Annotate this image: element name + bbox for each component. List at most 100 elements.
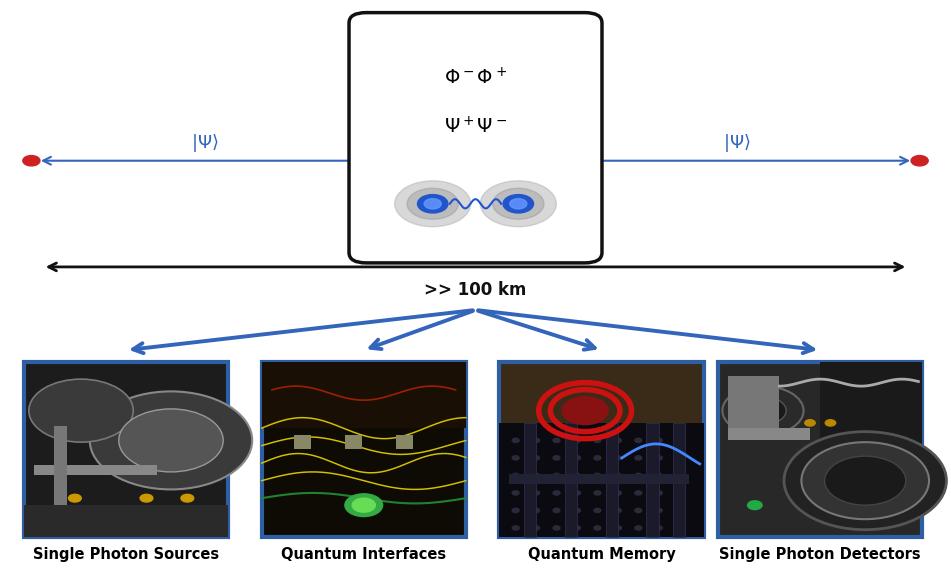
Circle shape — [345, 494, 382, 517]
Circle shape — [573, 526, 580, 530]
Bar — [294, 435, 311, 449]
Circle shape — [553, 474, 560, 478]
Circle shape — [594, 491, 601, 495]
Circle shape — [802, 442, 929, 519]
Text: Single Photon Sources: Single Photon Sources — [33, 547, 219, 562]
Circle shape — [573, 474, 580, 478]
Text: $|\Psi\rangle$: $|\Psi\rangle$ — [723, 133, 751, 154]
Bar — [673, 423, 686, 537]
Bar — [820, 362, 922, 449]
Circle shape — [676, 439, 683, 443]
FancyBboxPatch shape — [349, 13, 602, 263]
Circle shape — [29, 379, 133, 442]
Text: $\Psi^+\Psi^-$: $\Psi^+\Psi^-$ — [444, 115, 507, 137]
Bar — [262, 362, 466, 428]
Circle shape — [493, 188, 544, 219]
Circle shape — [553, 526, 560, 530]
Circle shape — [407, 188, 458, 219]
Circle shape — [635, 456, 642, 460]
Circle shape — [594, 526, 601, 530]
Circle shape — [740, 397, 786, 425]
Text: >> 100 km: >> 100 km — [424, 281, 527, 299]
Bar — [728, 375, 779, 428]
Circle shape — [533, 526, 539, 530]
Circle shape — [747, 501, 762, 510]
Bar — [565, 423, 577, 537]
Bar — [524, 423, 536, 537]
Circle shape — [553, 456, 560, 460]
Bar — [397, 435, 413, 449]
Circle shape — [676, 509, 683, 513]
Circle shape — [635, 526, 642, 530]
Circle shape — [513, 509, 519, 513]
Circle shape — [533, 474, 539, 478]
Circle shape — [503, 195, 534, 213]
Circle shape — [825, 420, 836, 426]
Circle shape — [614, 439, 621, 443]
Circle shape — [553, 439, 560, 443]
Bar — [262, 362, 466, 537]
Bar — [54, 426, 67, 505]
Circle shape — [635, 491, 642, 495]
Circle shape — [513, 491, 519, 495]
Circle shape — [23, 156, 40, 166]
Circle shape — [513, 439, 519, 443]
Circle shape — [352, 498, 376, 512]
Circle shape — [533, 491, 539, 495]
Circle shape — [635, 439, 642, 443]
Circle shape — [553, 509, 560, 513]
Circle shape — [805, 420, 815, 426]
Circle shape — [533, 439, 539, 443]
Bar — [499, 362, 704, 537]
Circle shape — [655, 474, 662, 478]
Circle shape — [655, 491, 662, 495]
Bar — [647, 423, 659, 537]
Circle shape — [676, 474, 683, 478]
Circle shape — [614, 491, 621, 495]
Circle shape — [594, 456, 601, 460]
Circle shape — [723, 386, 804, 435]
Bar — [718, 362, 922, 537]
Circle shape — [676, 491, 683, 495]
Bar — [728, 428, 810, 440]
Bar — [606, 423, 618, 537]
Bar — [499, 423, 704, 537]
Circle shape — [655, 526, 662, 530]
Circle shape — [911, 156, 928, 166]
Circle shape — [655, 439, 662, 443]
Circle shape — [533, 509, 539, 513]
Text: Quantum Interfaces: Quantum Interfaces — [281, 547, 446, 562]
Circle shape — [573, 456, 580, 460]
Circle shape — [614, 456, 621, 460]
Text: Single Photon Detectors: Single Photon Detectors — [719, 547, 922, 562]
Bar — [345, 435, 361, 449]
Circle shape — [89, 391, 252, 490]
Text: $|\Psi\rangle$: $|\Psi\rangle$ — [190, 133, 219, 154]
Circle shape — [655, 509, 662, 513]
Text: $\Phi^-\Phi^+$: $\Phi^-\Phi^+$ — [444, 67, 507, 88]
Circle shape — [614, 474, 621, 478]
Circle shape — [140, 494, 153, 502]
Bar — [34, 465, 157, 475]
Circle shape — [513, 456, 519, 460]
Circle shape — [676, 456, 683, 460]
Circle shape — [614, 509, 621, 513]
Circle shape — [635, 474, 642, 478]
Circle shape — [825, 456, 905, 505]
Circle shape — [181, 494, 194, 502]
Circle shape — [594, 509, 601, 513]
Circle shape — [533, 456, 539, 460]
Circle shape — [417, 195, 448, 213]
Bar — [510, 474, 689, 484]
Circle shape — [513, 526, 519, 530]
Circle shape — [573, 509, 580, 513]
Circle shape — [676, 526, 683, 530]
Circle shape — [395, 181, 471, 227]
Circle shape — [553, 491, 560, 495]
Circle shape — [614, 526, 621, 530]
Circle shape — [68, 494, 81, 502]
Bar — [24, 505, 228, 537]
Circle shape — [594, 439, 601, 443]
Circle shape — [784, 432, 946, 530]
Circle shape — [655, 456, 662, 460]
